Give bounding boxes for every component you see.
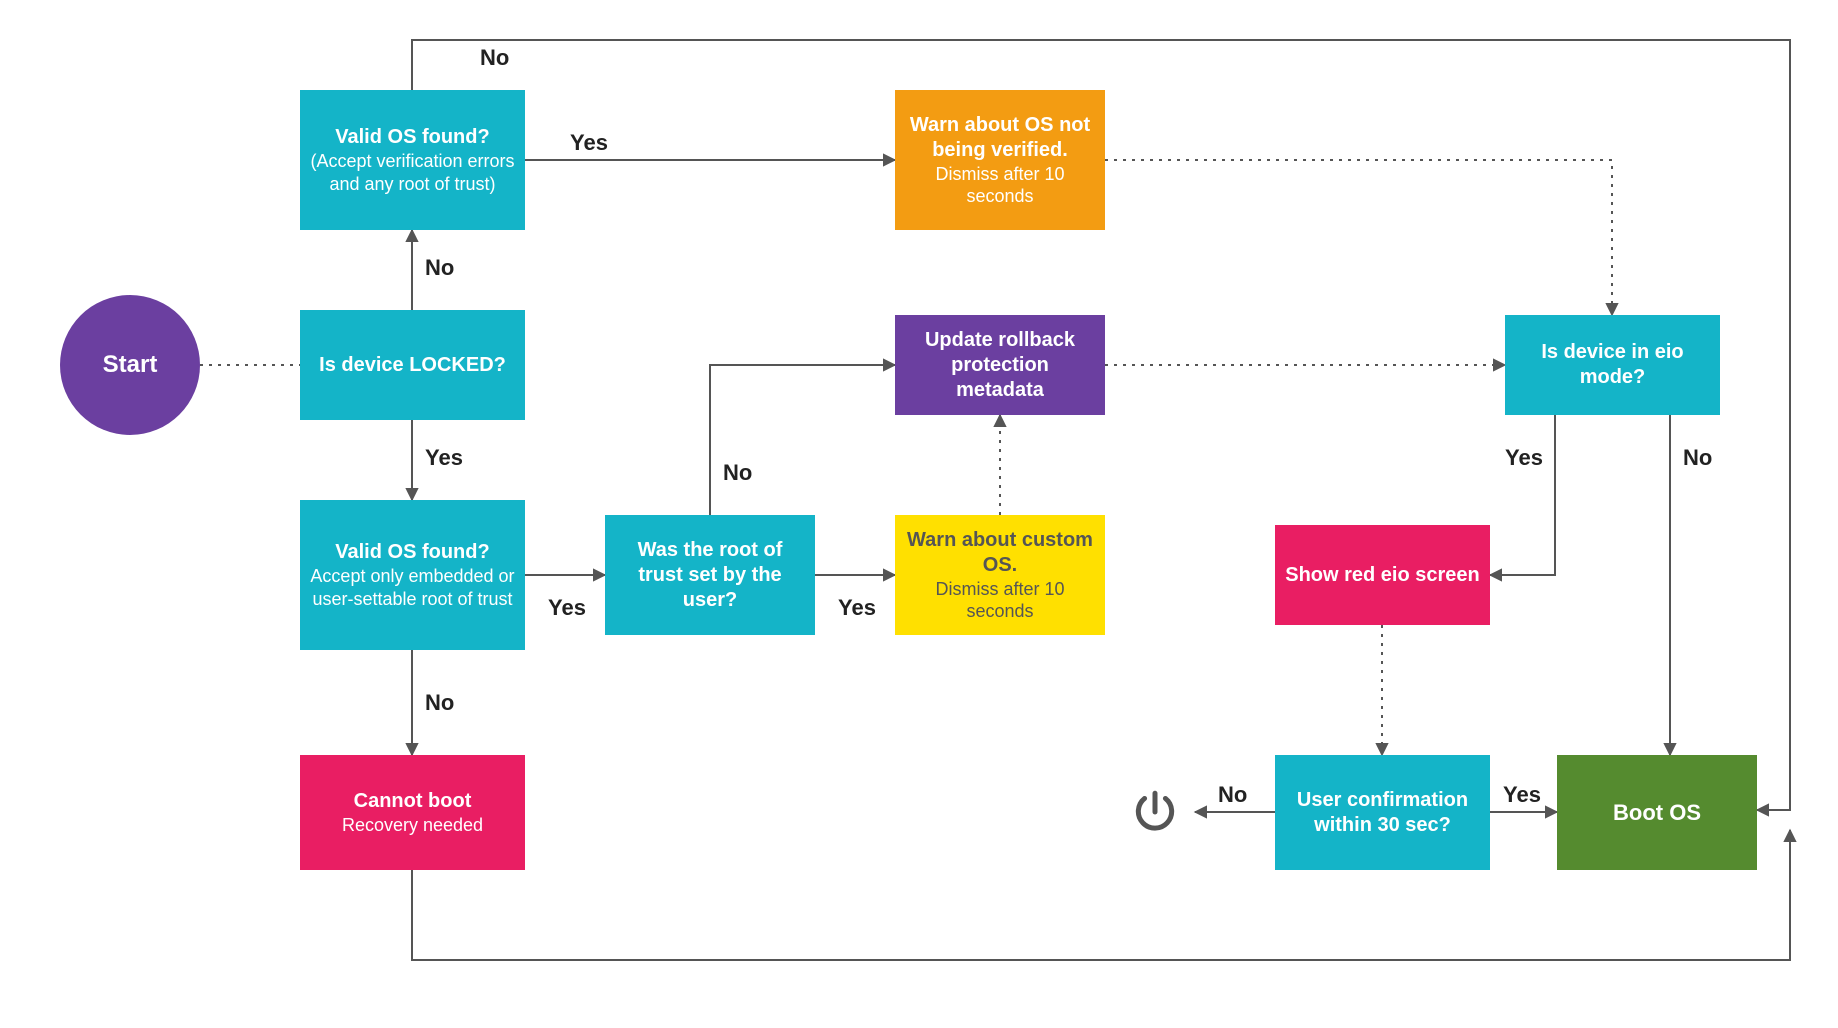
edge-label-eio-no-down: No	[1683, 445, 1712, 471]
node-warn_custom_os: Warn about custom OS.Dismiss after 10 se…	[895, 515, 1105, 635]
node-root_trust_user-title: Was the root of trust set by the user?	[615, 538, 805, 613]
edge-label-validunlocked-no-up: No	[480, 45, 509, 71]
node-cannot_boot-sub: Recovery needed	[342, 814, 483, 837]
node-warn_not_verified-title: Warn about OS not being verified.	[905, 113, 1095, 163]
node-update_rollback: Update rollback protection metadata	[895, 315, 1105, 415]
node-warn_custom_os-title: Warn about custom OS.	[905, 528, 1095, 578]
node-root_trust_user: Was the root of trust set by the user?	[605, 515, 815, 635]
edge-roottrust-no-up	[710, 365, 895, 515]
node-cannot_boot: Cannot bootRecovery needed	[300, 755, 525, 870]
edge-label-eio-yes-down: Yes	[1505, 445, 1543, 471]
node-valid_os_unlocked-title: Valid OS found?	[335, 125, 489, 150]
node-boot_os-title: Boot OS	[1613, 799, 1701, 827]
node-valid_os_locked-title: Valid OS found?	[335, 540, 489, 565]
edge-label-validunlocked-yes-right: Yes	[570, 130, 608, 156]
edge-label-locked-no-up: No	[425, 255, 454, 281]
node-red_eio: Show red eio screen	[1275, 525, 1490, 625]
node-is_eio: Is device in eio mode?	[1505, 315, 1720, 415]
node-valid_os_unlocked: Valid OS found?(Accept verification erro…	[300, 90, 525, 230]
edge-label-validlocked-yes-right: Yes	[548, 595, 586, 621]
edge-warnverified-to-eio	[1105, 160, 1612, 315]
node-user_confirm: User confirmation within 30 sec?	[1275, 755, 1490, 870]
node-user_confirm-title: User confirmation within 30 sec?	[1285, 788, 1480, 838]
edge-label-validlocked-no-down: No	[425, 690, 454, 716]
node-is_eio-title: Is device in eio mode?	[1515, 340, 1710, 390]
edge-label-confirm-no-left: No	[1218, 782, 1247, 808]
node-valid_os_unlocked-sub: (Accept verification errors and any root…	[310, 150, 515, 195]
node-red_eio-title: Show red eio screen	[1285, 563, 1480, 588]
edge-label-roottrust-yes-right: Yes	[838, 595, 876, 621]
node-valid_os_locked: Valid OS found?Accept only embedded or u…	[300, 500, 525, 650]
node-start: Start	[60, 295, 200, 435]
node-boot_os: Boot OS	[1557, 755, 1757, 870]
edge-label-locked-yes-down: Yes	[425, 445, 463, 471]
node-warn_custom_os-sub: Dismiss after 10 seconds	[905, 578, 1095, 623]
edge-label-roottrust-no-up: No	[723, 460, 752, 486]
node-start-title: Start	[103, 350, 158, 380]
node-update_rollback-title: Update rollback protection metadata	[905, 328, 1095, 403]
node-is_locked-title: Is device LOCKED?	[319, 353, 506, 378]
node-is_locked: Is device LOCKED?	[300, 310, 525, 420]
node-warn_not_verified-sub: Dismiss after 10 seconds	[905, 163, 1095, 208]
flowchart-canvas: StartValid OS found?(Accept verification…	[0, 0, 1838, 1028]
node-valid_os_locked-sub: Accept only embedded or user-settable ro…	[310, 565, 515, 610]
edge-eio-yes-down	[1490, 415, 1555, 575]
power-icon	[1130, 787, 1180, 842]
node-cannot_boot-title: Cannot boot	[354, 789, 472, 814]
edge-label-confirm-yes-right: Yes	[1503, 782, 1541, 808]
node-warn_not_verified: Warn about OS not being verified.Dismiss…	[895, 90, 1105, 230]
